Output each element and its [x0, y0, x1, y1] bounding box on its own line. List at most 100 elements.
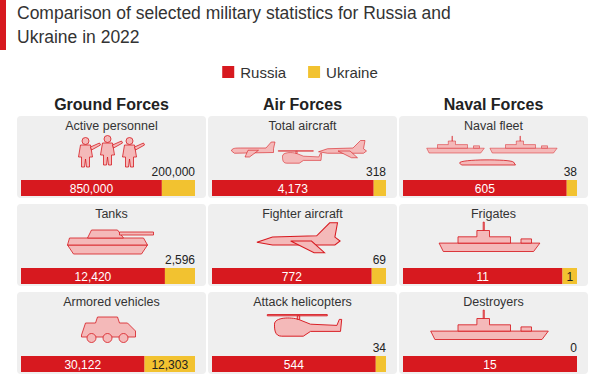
icon-shape [82, 138, 89, 145]
chart: Comparison of selected military statisti… [0, 0, 600, 375]
legend-label: Russia [240, 64, 287, 81]
icon [267, 315, 341, 337]
icon-shape [483, 310, 484, 318]
icon-part [431, 310, 549, 339]
bar: Russia [21, 356, 145, 372]
icon [79, 136, 145, 168]
bars: RussiaUkraine [212, 356, 386, 372]
group-header: Naval Forces [444, 96, 544, 113]
panel-title: Naval fleet [464, 119, 524, 133]
data-label: 200,000 [152, 165, 196, 179]
icon-shape [68, 238, 148, 245]
data-label: 2,596 [165, 253, 195, 267]
data-label: 11 [477, 270, 490, 284]
icon-shape [101, 143, 115, 165]
icon-part [490, 136, 557, 153]
bars: RussiaUkraine [403, 268, 577, 284]
icon-shape [87, 334, 96, 343]
panel-title: Total aircraft [268, 119, 337, 133]
panel [17, 292, 206, 374]
panel-title: Tanks [95, 207, 128, 221]
icon-shape [438, 141, 468, 148]
icon-shape [283, 153, 322, 164]
panel [399, 116, 588, 198]
legend-label: Ukraine [326, 64, 378, 81]
icon-shape [483, 222, 484, 230]
data-label: 1 [566, 270, 573, 284]
icon-part [439, 222, 540, 251]
icon-shape [458, 319, 511, 332]
panel [399, 204, 588, 286]
bar: Ukraine [577, 356, 578, 372]
bar: Russia [212, 356, 376, 372]
panel-title: Armored vehicles [63, 295, 160, 309]
data-label: 30,122 [64, 358, 101, 372]
data-label: 4,173 [278, 182, 308, 196]
data-label: 15 [483, 358, 497, 372]
data-label: 605 [475, 182, 495, 196]
bar: Ukraine [374, 180, 386, 196]
icon-shape [427, 148, 485, 153]
bars: RussiaUkraine [21, 268, 195, 284]
icon-shape [104, 136, 111, 143]
title-line: Ukraine in 2022 [17, 27, 140, 47]
icon-shape [79, 145, 93, 167]
panel-title: Attack helicopters [253, 295, 352, 309]
data-label: 12,420 [75, 270, 112, 284]
data-label: 850,000 [70, 182, 114, 196]
icon-shape [88, 230, 124, 238]
icon-shape [439, 243, 540, 251]
bar: Ukraine [165, 268, 195, 284]
icon-shape [291, 241, 325, 253]
bar: Russia [403, 180, 567, 196]
icon-shape [245, 150, 259, 157]
icon-shape [431, 331, 549, 339]
icon-shape [338, 151, 358, 158]
icon-shape [521, 327, 532, 331]
bars: RussiaUkraine [21, 356, 195, 372]
bar: Ukraine [567, 180, 577, 196]
title: Comparison of selected military statisti… [17, 3, 451, 47]
icon [82, 317, 136, 343]
icon-shape [460, 160, 516, 165]
data-label: 318 [366, 165, 386, 179]
bar: Russia [212, 268, 372, 284]
bar: Russia [212, 180, 374, 196]
data-label: 38 [564, 165, 578, 179]
bars: RussiaUkraine [212, 180, 386, 196]
bar: Russia [21, 268, 165, 284]
panel [208, 292, 397, 374]
icon-shape [113, 141, 123, 148]
icon [232, 141, 367, 164]
legend-swatch [308, 66, 320, 78]
group-header: Ground Forces [54, 96, 169, 113]
bar: Ukraine [376, 356, 386, 372]
bar: Ukraine [372, 268, 386, 284]
title-accent [0, 0, 6, 50]
panel [399, 292, 588, 374]
icon-shape [103, 334, 112, 343]
bars: RussiaUkraine [21, 180, 195, 196]
icon-shape [506, 141, 536, 148]
icon-shape [451, 136, 453, 141]
bar: Ukraine [162, 180, 195, 196]
icon-part [257, 223, 340, 253]
icon-shape [474, 146, 480, 148]
icon-part [267, 315, 341, 337]
icon [439, 222, 540, 251]
group-header: Air Forces [263, 96, 342, 113]
icon-part [232, 142, 276, 157]
data-label: 34 [373, 341, 387, 355]
panel [17, 204, 206, 286]
panel-title: Frigates [471, 207, 516, 221]
bar: Russia [21, 180, 162, 196]
icon-shape [126, 138, 133, 145]
data-label: 772 [282, 270, 302, 284]
data-label: 69 [373, 253, 387, 267]
icon-shape [521, 239, 532, 243]
icon-shape [123, 145, 137, 167]
icon-shape [275, 318, 342, 336]
icon-shape [490, 148, 557, 153]
icon-shape [297, 316, 299, 320]
icon-part [427, 136, 485, 153]
